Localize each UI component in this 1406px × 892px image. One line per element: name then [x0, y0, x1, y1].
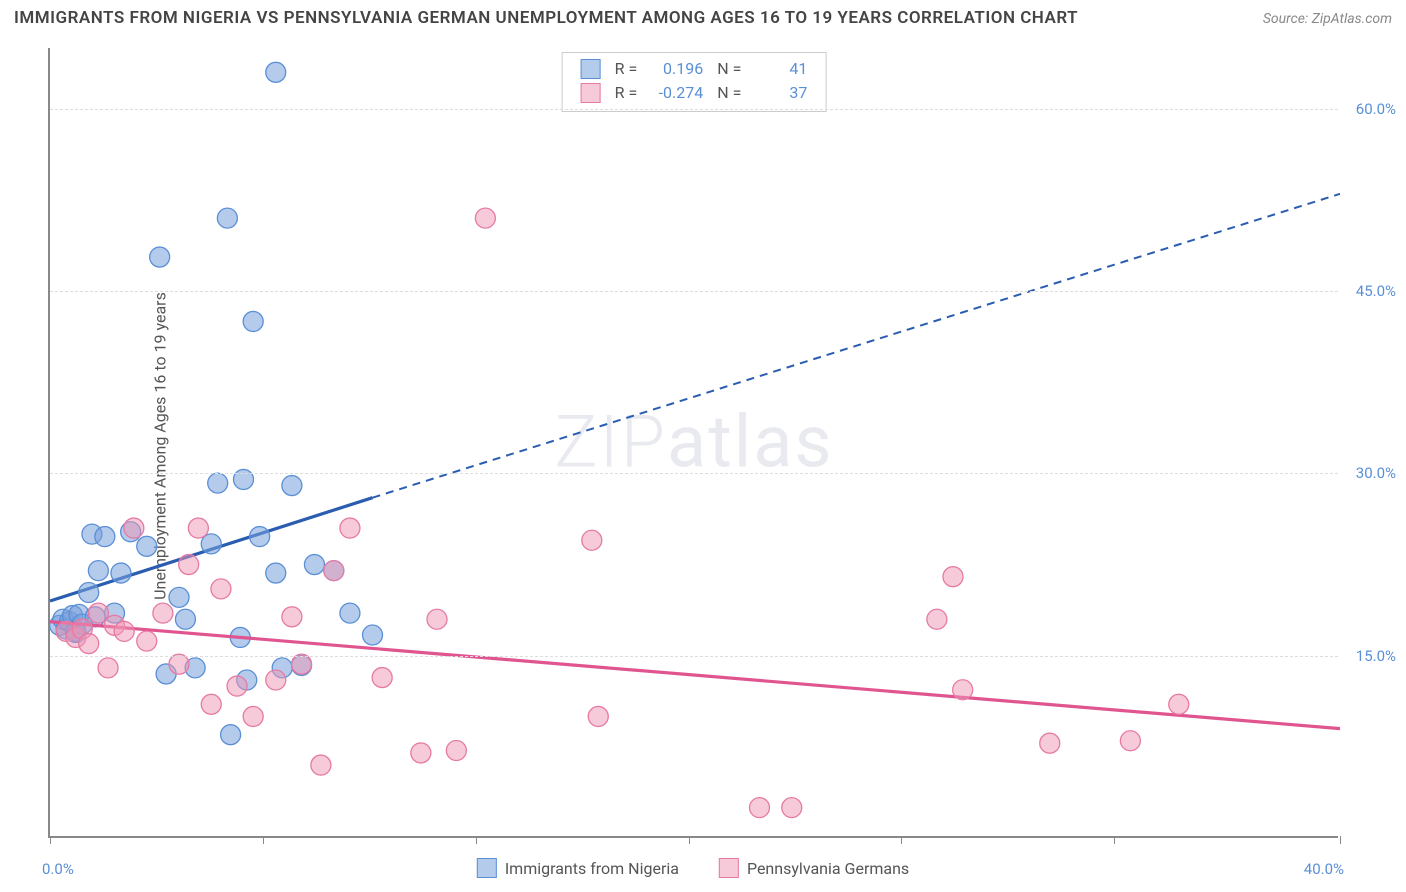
- data-point: [582, 530, 602, 550]
- stats-row: R = -0.274 N = 37: [581, 81, 808, 105]
- data-point: [324, 561, 344, 581]
- series-swatch: [581, 83, 601, 103]
- data-point: [98, 658, 118, 678]
- data-point: [79, 634, 99, 654]
- stat-r-label: R =: [615, 57, 638, 81]
- data-point: [266, 670, 286, 690]
- x-axis: 0.0% 40.0% Immigrants from NigeriaPennsy…: [48, 842, 1338, 878]
- stat-r-value: -0.274: [651, 81, 703, 105]
- data-point: [304, 555, 324, 575]
- data-point: [1169, 694, 1189, 714]
- x-tick: [1340, 836, 1341, 844]
- data-point: [311, 755, 331, 775]
- stat-r-label: R =: [615, 81, 638, 105]
- legend-swatch: [477, 858, 497, 878]
- stat-n-value: 37: [755, 81, 807, 105]
- data-point: [217, 208, 237, 228]
- data-point: [169, 587, 189, 607]
- data-point: [372, 668, 392, 688]
- y-tick-label: 45.0%: [1356, 282, 1396, 300]
- gridline: [50, 291, 1338, 292]
- gridline: [50, 109, 1338, 110]
- stats-row: R = 0.196 N = 41: [581, 57, 808, 81]
- legend-label: Pennsylvania Germans: [747, 859, 909, 878]
- y-tick-label: 30.0%: [1356, 464, 1396, 482]
- data-point: [79, 582, 99, 602]
- data-point: [943, 567, 963, 587]
- stat-n-label: N =: [717, 57, 741, 81]
- data-point: [188, 518, 208, 538]
- data-point: [150, 247, 170, 267]
- y-tick-label: 15.0%: [1356, 647, 1396, 665]
- x-axis-min: 0.0%: [42, 860, 74, 878]
- data-point: [1040, 733, 1060, 753]
- data-point: [169, 654, 189, 674]
- data-point: [95, 527, 115, 547]
- data-point: [282, 476, 302, 496]
- data-point: [340, 518, 360, 538]
- data-point: [427, 609, 447, 629]
- data-point: [953, 680, 973, 700]
- data-point: [221, 725, 241, 745]
- data-point: [208, 473, 228, 493]
- data-point: [446, 740, 466, 760]
- data-point: [282, 607, 302, 627]
- data-point: [175, 609, 195, 629]
- stat-n-value: 41: [755, 57, 807, 81]
- gridline: [50, 656, 1338, 657]
- series-swatch: [581, 59, 601, 79]
- stat-n-label: N =: [717, 81, 741, 105]
- data-point: [927, 609, 947, 629]
- data-point: [750, 798, 770, 818]
- data-point: [88, 561, 108, 581]
- data-point: [179, 555, 199, 575]
- stats-legend-box: R = 0.196 N = 41 R = -0.274 N = 37: [562, 52, 827, 112]
- data-point: [266, 563, 286, 583]
- data-point: [782, 798, 802, 818]
- data-point: [153, 603, 173, 623]
- data-point: [1120, 731, 1140, 751]
- data-point: [250, 527, 270, 547]
- legend-item: Immigrants from Nigeria: [477, 858, 679, 878]
- data-point: [340, 603, 360, 623]
- data-point: [211, 579, 231, 599]
- chart-svg: [50, 48, 1338, 836]
- legend-item: Pennsylvania Germans: [719, 858, 909, 878]
- legend-label: Immigrants from Nigeria: [505, 859, 679, 878]
- data-point: [137, 536, 157, 556]
- gridline: [50, 473, 1338, 474]
- data-point: [111, 563, 131, 583]
- legend-swatch: [719, 858, 739, 878]
- data-point: [243, 311, 263, 331]
- data-point: [227, 676, 247, 696]
- data-point: [411, 743, 431, 763]
- x-axis-max: 40.0%: [1304, 860, 1344, 878]
- series-legend: Immigrants from Nigeria Pennsylvania Germ…: [477, 858, 909, 878]
- stat-r-value: 0.196: [651, 57, 703, 81]
- data-point: [201, 694, 221, 714]
- data-point: [114, 621, 134, 641]
- scatter-plot: ZIPatlas R =0.196N =41R =-0.274N =37 15.…: [48, 48, 1338, 838]
- source-attribution: Source: ZipAtlas.com: [1263, 11, 1392, 27]
- trend-line-extrapolated: [373, 194, 1341, 498]
- data-point: [243, 706, 263, 726]
- data-point: [588, 706, 608, 726]
- data-point: [475, 208, 495, 228]
- data-point: [292, 654, 312, 674]
- y-tick-label: 60.0%: [1356, 100, 1396, 118]
- data-point: [363, 625, 383, 645]
- data-point: [266, 62, 286, 82]
- data-point: [137, 631, 157, 651]
- chart-title: IMMIGRANTS FROM NIGERIA VS PENNSYLVANIA …: [14, 8, 1078, 28]
- data-point: [124, 518, 144, 538]
